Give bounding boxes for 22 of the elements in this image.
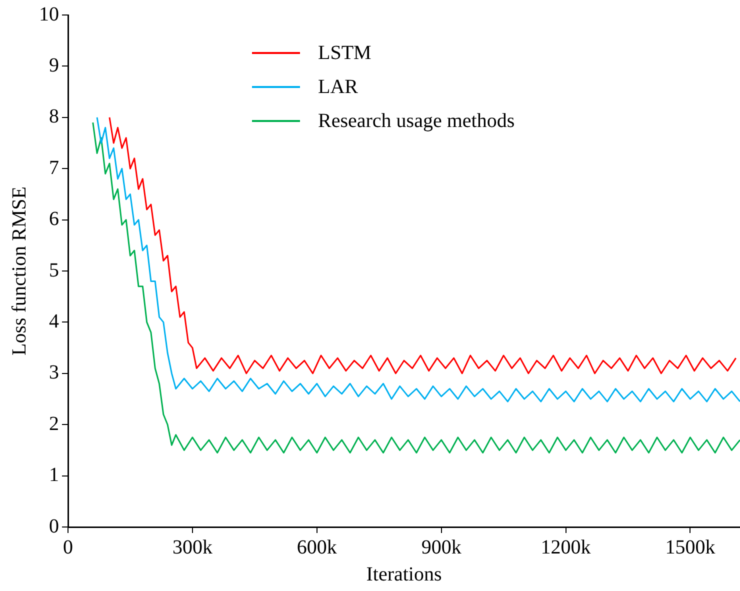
y-tick-label: 4	[49, 310, 59, 332]
x-tick-label: 900k	[421, 536, 462, 558]
y-tick-label: 8	[49, 106, 59, 128]
y-tick-label: 10	[39, 3, 59, 26]
x-tick-label: 1500k	[665, 536, 716, 558]
y-tick-label: 9	[49, 54, 59, 76]
x-tick-label: 300k	[172, 536, 212, 558]
x-tick-label: 1200k	[540, 536, 591, 558]
y-axis-title: Loss function RMSE	[8, 186, 30, 356]
x-tick-label: 0	[63, 536, 73, 558]
y-tick-label: 3	[49, 362, 59, 384]
x-tick-label: 600k	[296, 536, 337, 558]
y-tick-label: 0	[49, 515, 59, 538]
y-tick-label: 6	[49, 208, 59, 230]
legend-label: LSTM	[318, 42, 372, 64]
y-tick-label: 5	[49, 259, 59, 282]
legend-label: LAR	[318, 76, 358, 98]
x-axis-title: Iterations	[366, 563, 442, 586]
y-tick-label: 2	[49, 412, 59, 435]
y-tick-label: 7	[49, 156, 59, 179]
y-tick-label: 1	[49, 464, 59, 486]
legend-label: Research usage methods	[318, 110, 515, 132]
